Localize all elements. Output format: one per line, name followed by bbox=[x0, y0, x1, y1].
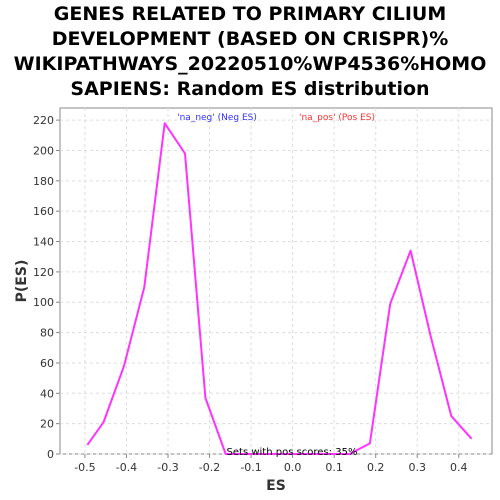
legend-neg: 'na_neg' (Neg ES) bbox=[177, 113, 257, 123]
chart-title-line-3: WIKIPATHWAYS_20220510%WP4536%HOMO bbox=[13, 53, 487, 75]
y-tick-label: 140 bbox=[33, 236, 54, 249]
series-line bbox=[86, 122, 473, 455]
chart-title-line-4: SAPIENS: Random ES distribution bbox=[70, 78, 430, 100]
y-tick-label: 0 bbox=[47, 448, 54, 461]
y-tick-label: 200 bbox=[33, 144, 54, 157]
y-tick-label: 180 bbox=[33, 175, 54, 188]
x-axis-label: ES bbox=[266, 478, 286, 494]
chart-title: GENES RELATED TO PRIMARY CILIUM DEVELOPM… bbox=[0, 2, 500, 102]
legend-pos: 'na_pos' (Pos ES) bbox=[299, 113, 375, 123]
y-tick-label: 40 bbox=[40, 387, 54, 400]
y-tick-label: 220 bbox=[33, 114, 54, 127]
y-axis-label: P(ES) bbox=[14, 260, 30, 303]
x-tick-label: -0.1 bbox=[240, 461, 261, 474]
x-tick-label: -0.3 bbox=[157, 461, 178, 474]
y-axis-ticks: 0 20 40 60 80 100 120 140 160 180 200 220 bbox=[33, 114, 60, 461]
chart-title-line-1: GENES RELATED TO PRIMARY CILIUM bbox=[53, 3, 447, 25]
x-tick-label: 0.4 bbox=[450, 461, 468, 474]
x-tick-label: -0.5 bbox=[74, 461, 95, 474]
y-tick-label: 120 bbox=[33, 266, 54, 279]
x-tick-label: 0.3 bbox=[408, 461, 426, 474]
chart-title-line-2: DEVELOPMENT (BASED ON CRISPR)% bbox=[51, 28, 449, 50]
y-tick-label: 80 bbox=[40, 327, 54, 340]
gridlines bbox=[60, 108, 492, 455]
x-tick-label: 0.0 bbox=[284, 461, 302, 474]
x-axis-ticks: -0.5 -0.4 -0.3 -0.2 -0.1 0.0 0.1 0.2 0.3 0.4 bbox=[74, 454, 468, 474]
x-tick-label: -0.2 bbox=[199, 461, 220, 474]
x-tick-label: 0.2 bbox=[367, 461, 385, 474]
pos-scores-annotation: Sets with pos scores: 35% bbox=[227, 447, 358, 458]
x-tick-label: 0.1 bbox=[325, 461, 343, 474]
series-group bbox=[86, 122, 473, 455]
y-tick-label: 100 bbox=[33, 296, 54, 309]
plot-area bbox=[59, 107, 493, 455]
x-tick-label: -0.4 bbox=[116, 461, 137, 474]
y-tick-label: 60 bbox=[40, 357, 54, 370]
y-tick-label: 160 bbox=[33, 205, 54, 218]
y-tick-label: 20 bbox=[40, 418, 54, 431]
